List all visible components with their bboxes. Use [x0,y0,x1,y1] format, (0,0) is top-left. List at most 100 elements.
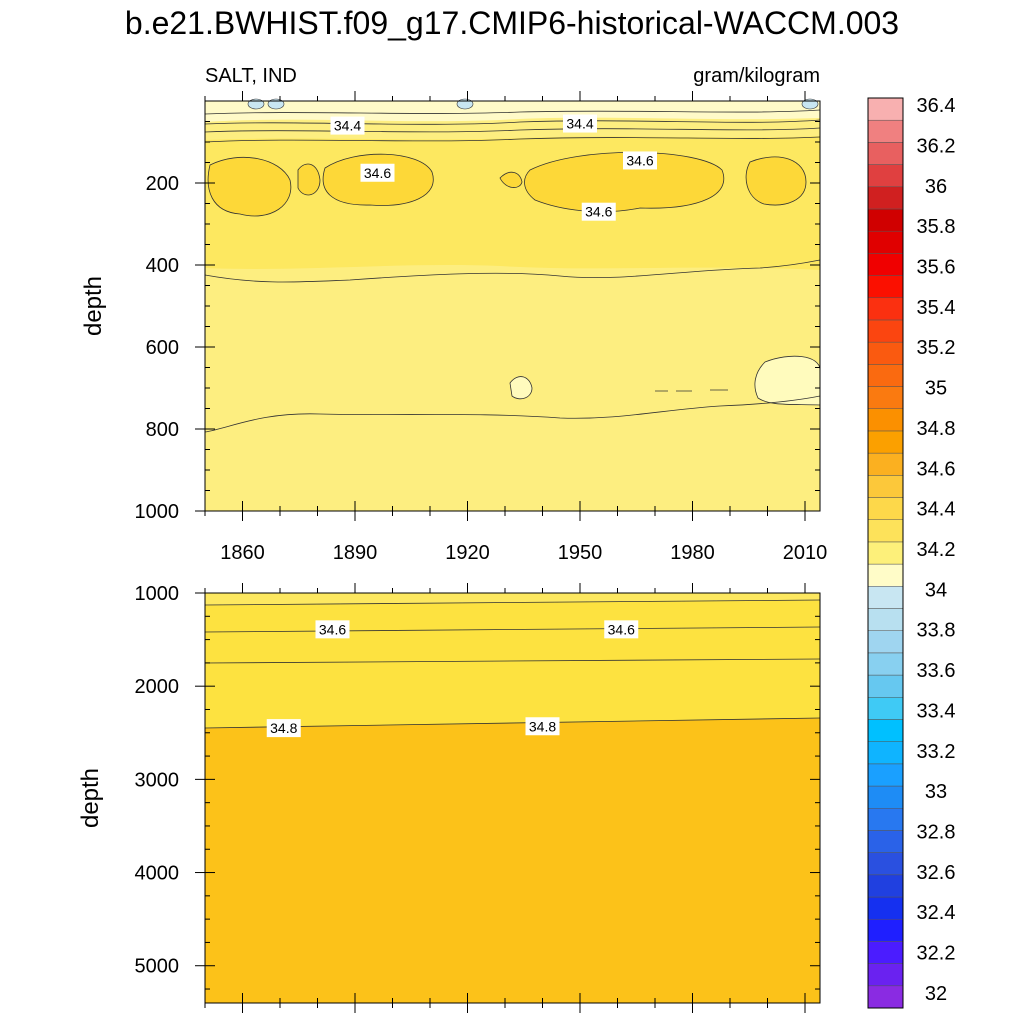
colorbar-swatch [867,119,904,143]
contour-label: 34.6 [315,620,350,639]
band-34.4-34.6 [205,593,820,605]
contour-label: 34.6 [623,151,657,170]
colorbar-swatch [867,497,904,520]
contour-label-text: 34.6 [608,621,635,637]
colorbar-label: 34.8 [917,418,956,440]
colorbar-swatch [867,297,904,321]
colorbar-swatch [867,674,904,698]
upper-contour-4 [204,136,821,143]
colorbar-swatch [867,896,904,920]
lower-contour-3 [204,658,821,664]
colorbar-swatch [867,275,904,299]
colorbar-swatch [867,364,904,387]
upper-x-tick-label: 1980 [670,542,715,564]
upper-y-tick-label: 1000 [135,501,180,523]
colorbar-swatch [867,97,904,121]
lower-contour-1 [204,599,821,606]
colorbar-label: 32.6 [917,862,956,884]
lower-panel: 34.6 34.6 34.8 34.8 1000 2000 3000 4000 5000 de… [77,583,821,1013]
colorbar-swatch [867,186,904,210]
upper-y-tick-label: 200 [146,173,179,195]
colorbar-label: 32.4 [917,902,956,924]
contour-label: 34.8 [266,719,301,738]
upper-x-tick-label: 1860 [220,542,265,564]
colorbar-swatch [867,341,904,365]
lower-y-tick-label: 2000 [135,676,180,698]
colorbar-swatch [867,830,904,853]
colorbar-frame [867,97,904,1009]
colorbar-swatch [867,164,904,188]
contour-label-text: 34.4 [334,118,361,134]
lower-y-tick-label: 4000 [135,863,180,885]
salinity-core-5 [745,156,807,206]
colorbar-label: 35.2 [917,337,956,359]
contour-label-text: 34.6 [626,152,653,168]
upper-contour-6 [204,395,821,433]
fresh-patch-mid [509,376,533,400]
figure-title: b.e21.BWHIST.f09_g17.CMIP6-historical-WA… [125,5,899,41]
contour-label-text: 34.4 [566,116,593,132]
band-34.4-34.6 [205,136,820,270]
colorbar-label: 33.8 [917,620,956,642]
colorbar-swatch [867,785,904,809]
colorbar-swatch [867,452,904,476]
upper-x-tick-label: 1890 [333,542,378,564]
colorbar-label: 36.2 [917,135,956,157]
colorbar: 32 32.2 32.4 32.6 32.8 33 33.2 33.4 33.6 33.8 34 34… [867,95,956,1009]
upper-contour-2 [204,119,821,125]
colorbar-swatch [867,630,904,654]
colorbar-swatch [867,408,904,432]
colorbar-swatch [867,386,904,409]
colorbar-label: 32.2 [917,943,956,965]
upper-x-tick-label: 1950 [558,542,603,564]
colorbar-swatch [867,763,904,787]
colorbar-swatch [867,652,904,676]
upper-y-tick-label: 600 [146,337,179,359]
colorbar-swatch [867,253,904,276]
colorbar-swatch [867,852,904,876]
colorbar-swatch [867,230,904,254]
band-34.6-34.8 [205,593,820,728]
upper-contour-1 [204,109,821,115]
colorbar-swatch [867,319,904,343]
contour-label: 34.6 [581,202,616,221]
upper-salinity-field [204,98,821,511]
contour-label-text: 34.6 [319,621,346,637]
contour-label-text: 34.8 [270,720,297,736]
upper-x-tick-label: 2010 [783,542,828,564]
upper-y-tick-label: 400 [146,255,179,277]
upper-y-axis-title: depth [80,276,107,336]
colorbar-label: 35 [925,378,947,400]
colorbar-label: 36 [925,176,947,198]
colorbar-label: 34 [925,579,947,601]
colorbar-swatch [867,807,904,831]
colorbar-swatch [867,541,904,565]
upper-contour-3 [204,127,821,133]
colorbar-swatch [867,563,904,587]
upper-x-tick-label: 1920 [445,542,490,564]
salinity-core-1 [207,157,292,217]
colorbar-label: 34.2 [917,539,956,561]
colorbar-swatch [867,430,904,454]
contour-label-text: 34.8 [529,718,556,734]
colorbar-label: 36.4 [917,95,956,117]
colorbar-label: 33.6 [917,660,956,682]
lower-y-tick-label: 1000 [135,583,180,605]
colorbar-label: 35.6 [917,257,956,279]
colorbar-swatch [867,697,904,720]
upper-contour-5 [204,259,821,283]
lower-plot-frame [204,592,821,1004]
lower-y-tick-label: 3000 [135,769,180,791]
colorbar-label: 33.2 [917,741,956,763]
colorbar-swatch [867,142,904,165]
colorbar-swatch [867,586,904,609]
contour-label: 34.6 [604,620,639,639]
band-surface-fresh [205,101,820,122]
colorbar-label: 34.6 [917,458,956,480]
contour-label-text: 34.6 [364,165,391,181]
lower-y-tick-label: 5000 [135,956,180,978]
contour-label: 34.6 [360,163,395,182]
colorbar-swatch [867,608,904,631]
colorbar-label: 33.4 [917,700,956,722]
colorbar-label: 35.4 [917,297,956,319]
